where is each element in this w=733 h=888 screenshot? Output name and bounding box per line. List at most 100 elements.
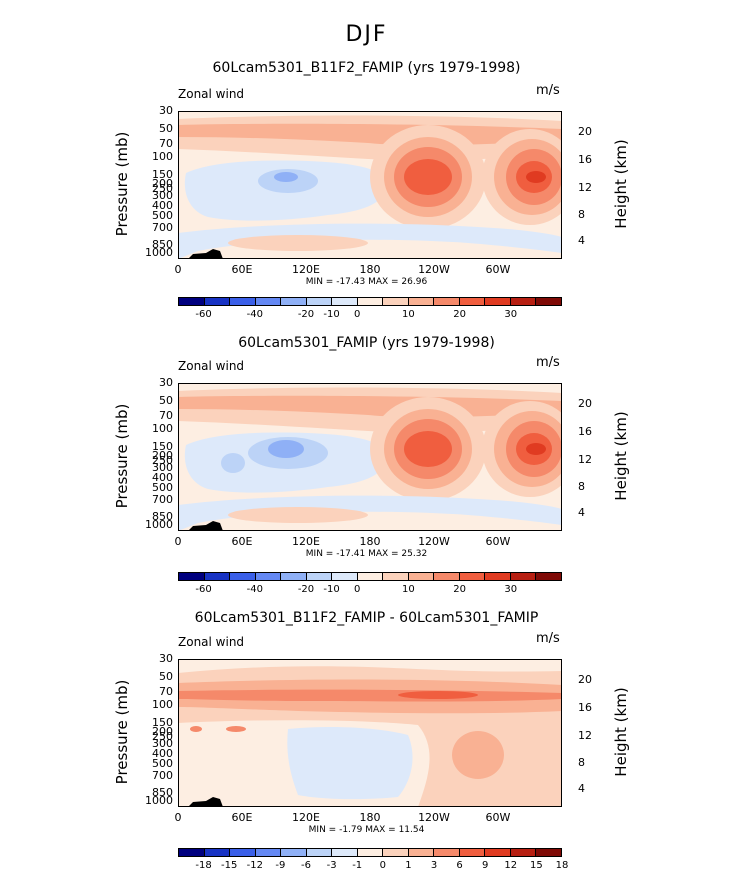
pressure-tick-label: 100	[152, 149, 173, 163]
panel-title: 60Lcam5301_FAMIP (yrs 1979-1998)	[238, 335, 495, 351]
colorbar-swatch	[332, 298, 358, 305]
easterly-core-inner	[274, 172, 298, 182]
colorbar-swatch	[408, 849, 435, 856]
pressure-tick-label: 70	[159, 136, 173, 150]
colorbar-label: 10	[402, 584, 415, 595]
pressure-tick-label: 700	[152, 220, 173, 234]
longitude-tick-label: 60E	[231, 811, 253, 824]
colorbar-label: 12	[504, 860, 518, 871]
longitude-tick-label: 60E	[231, 263, 253, 276]
pressure-tick-label: 200	[152, 177, 173, 191]
height-tick-label: 20	[578, 124, 592, 138]
longitude-tick-label: 60W	[485, 535, 511, 548]
colorbar-label: 0	[354, 584, 361, 595]
colorbar-swatch	[510, 849, 537, 856]
pressure-tick-label: 50	[159, 121, 173, 135]
small-max-1	[190, 726, 202, 732]
colorbar-label: 0	[379, 860, 386, 871]
small-max-2	[226, 726, 246, 732]
pressure-tick-label: 100	[152, 421, 173, 435]
longitude-tick-label: 180	[359, 535, 381, 548]
colorbar-swatch	[204, 573, 231, 580]
topography	[188, 797, 223, 807]
pressure-tick-label: 1000	[145, 246, 173, 260]
jet-east-max	[526, 171, 546, 183]
contour-plot	[178, 383, 562, 531]
height-tick-label: 12	[578, 452, 592, 466]
lower-jet	[228, 507, 368, 523]
units-label: m/s	[536, 83, 560, 98]
contour-svg	[178, 659, 562, 807]
colorbar-swatch	[459, 849, 486, 856]
plot-frame	[178, 111, 562, 259]
colorbar-label: 18	[555, 860, 569, 871]
panel-title: 60Lcam5301_B11F2_FAMIP - 60Lcam5301_FAMI…	[194, 610, 539, 626]
colorbar-label: 15	[530, 860, 543, 871]
longitude-tick-label: 60E	[231, 535, 253, 548]
colorbar-swatch	[179, 573, 205, 580]
pressure-tick-label: 700	[152, 492, 173, 506]
variable-label: Zonal wind	[178, 87, 245, 101]
colorbar-swatch	[408, 573, 435, 580]
positive-blob-right	[503, 737, 562, 801]
units-label: m/s	[536, 355, 560, 370]
colorbar-swatch	[459, 573, 486, 580]
height-tick-label: 8	[578, 479, 585, 493]
colorbar-swatch	[536, 849, 561, 856]
longitude-tick-label: 0	[174, 535, 182, 548]
pressure-tick-label: 100	[152, 697, 173, 711]
colorbar-swatch	[434, 298, 460, 305]
colorbar-swatch	[281, 849, 307, 856]
colorbar	[178, 848, 562, 857]
contour-svg	[178, 383, 562, 531]
plot-frame	[178, 659, 562, 807]
colorbar-swatch	[485, 573, 511, 580]
pressure-tick-label: 500	[152, 481, 173, 495]
longitude-tick-label: 0	[174, 263, 182, 276]
colorbar-label: -10	[323, 309, 340, 320]
pressure-tick-label: 300	[152, 189, 173, 203]
negative-region	[287, 727, 413, 800]
pressure-tick-label: 850	[152, 785, 173, 799]
pressure-tick-label: 70	[159, 408, 173, 422]
longitude-tick-label: 120W	[418, 535, 450, 548]
variable-label: Zonal wind	[178, 635, 245, 649]
pressure-tick-label: 250	[152, 730, 173, 744]
pressure-tick-label: 850	[152, 237, 173, 251]
contour-plot	[178, 659, 562, 807]
colorbar-swatch	[332, 849, 358, 856]
contour-plot	[178, 111, 562, 259]
easterly-core-inner	[268, 440, 304, 458]
height-tick-label: 20	[578, 672, 592, 686]
pressure-tick-label: 200	[152, 725, 173, 739]
colorbar-label: 6	[456, 860, 463, 871]
colorbar-label: -6	[301, 860, 311, 871]
panel-title: 60Lcam5301_B11F2_FAMIP (yrs 1979-1998)	[212, 60, 521, 76]
colorbar-label: 30	[504, 309, 518, 320]
height-tick-label: 12	[578, 728, 592, 742]
colorbar-label: -10	[323, 584, 340, 595]
colorbar-swatch	[434, 849, 460, 856]
longitude-tick-label: 180	[359, 263, 381, 276]
colorbar-label: 3	[430, 860, 438, 871]
colorbar-swatch	[306, 849, 333, 856]
colorbar-swatch	[332, 573, 358, 580]
colorbar-swatch	[179, 298, 205, 305]
colorbar-label: -15	[221, 860, 238, 871]
colorbar-swatch	[179, 849, 205, 856]
colorbar-label: 20	[453, 584, 466, 595]
height-tick-label: 16	[578, 700, 592, 714]
pressure-tick-label: 1000	[145, 518, 173, 532]
colorbar-swatch	[230, 849, 256, 856]
topography	[188, 249, 223, 259]
colorbar-swatch	[281, 298, 307, 305]
height-tick-label: 20	[578, 396, 592, 410]
pressure-tick-label: 150	[152, 440, 173, 454]
height-tick-label: 16	[578, 424, 592, 438]
colorbar-label: 30	[504, 584, 518, 595]
pressure-tick-label: 50	[159, 669, 173, 683]
colorbar-label: -40	[246, 584, 263, 595]
colorbar-swatch	[485, 298, 511, 305]
colorbar-swatch	[204, 298, 231, 305]
colorbar-label: -60	[195, 309, 212, 320]
